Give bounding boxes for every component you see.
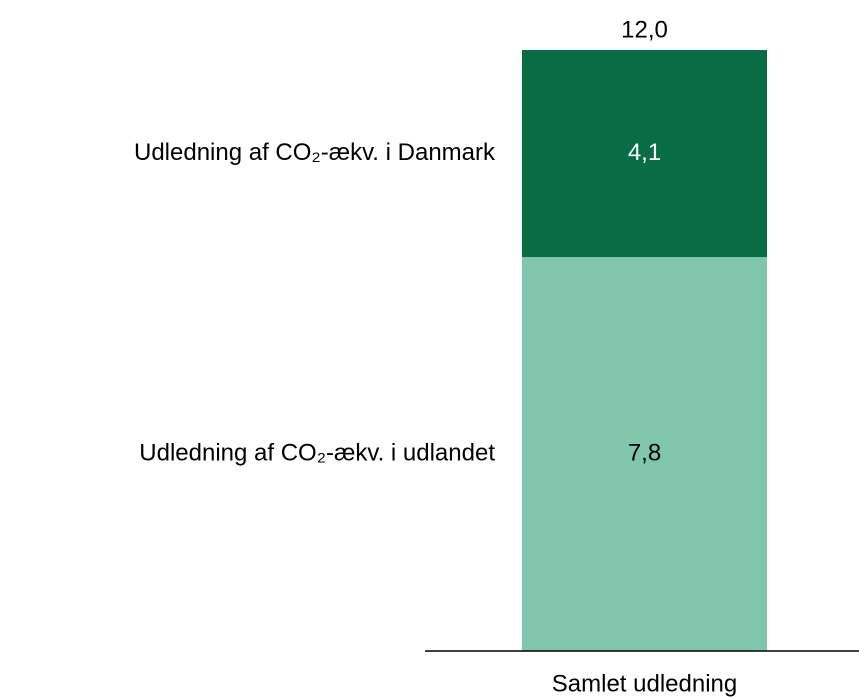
bar-segment	[522, 50, 767, 258]
legend-label: Udledning af CO₂-ækv. i udlandet	[139, 439, 495, 466]
value-label: 7,8	[628, 439, 661, 466]
bar-segment	[522, 257, 767, 651]
total-label: 12,0	[621, 16, 668, 43]
legend-label: Udledning af CO₂-ækv. i Danmark	[134, 139, 496, 166]
value-label: 4,1	[628, 139, 661, 166]
x-tick-label: Samlet udledning	[552, 670, 737, 697]
